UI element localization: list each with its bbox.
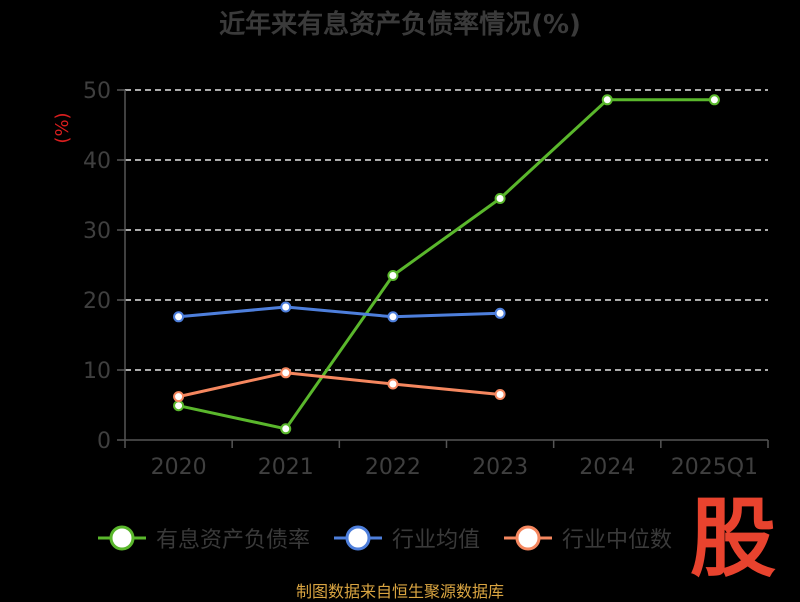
y-tick-label: 40: [83, 149, 111, 174]
data-point: [387, 378, 399, 390]
legend-label: 行业中位数: [562, 528, 673, 553]
x-tick-label: 2020: [151, 455, 207, 480]
x-tick-label: 2023: [472, 455, 528, 480]
legend-marker-icon: [334, 525, 383, 551]
y-tick-label: 20: [83, 289, 111, 314]
data-point: [173, 400, 185, 412]
y-axis-label: (%): [52, 112, 73, 143]
y-tick-label: 0: [97, 429, 111, 454]
data-point: [494, 193, 506, 204]
watermark-logo: 股: [690, 489, 776, 589]
data-point: [387, 270, 399, 281]
series-line-1: [178, 305, 501, 319]
legend-item-0[interactable]: 有息资产负债率: [96, 522, 310, 554]
data-point: [280, 423, 292, 435]
series-line-0: [178, 98, 715, 431]
data-point: [173, 311, 185, 323]
data-point: [494, 389, 506, 400]
series-line-2: [178, 371, 501, 399]
legend-label: 有息资产负债率: [156, 528, 311, 553]
x-tick-label: 2025Q1: [671, 455, 758, 480]
data-point: [173, 391, 185, 403]
data-point: [494, 307, 506, 319]
legend-item-2[interactable]: 行业中位数: [502, 522, 672, 554]
chart-title: 近年来有息资产负债率情况(%): [219, 10, 581, 40]
data-point: [387, 311, 399, 323]
legend-item-1[interactable]: 行业均值: [332, 522, 480, 554]
source-note: 制图数据来自恒生聚源数据库: [295, 582, 504, 601]
data-point: [280, 367, 292, 379]
x-tick-label: 2021: [258, 455, 314, 480]
legend-label: 行业均值: [392, 528, 481, 553]
data-point: [601, 94, 613, 106]
legend-marker-icon: [504, 525, 553, 551]
x-tick-label: 2022: [365, 455, 421, 480]
y-tick-label: 50: [83, 79, 111, 104]
legend-marker-icon: [98, 525, 146, 551]
y-tick-label: 10: [83, 359, 111, 384]
data-point: [708, 94, 720, 106]
data-point: [280, 301, 292, 313]
legend: 有息资产负债率 行业均值 行业中位数: [96, 520, 694, 556]
x-tick-label: 2024: [579, 455, 635, 480]
y-tick-label: 30: [83, 219, 111, 244]
